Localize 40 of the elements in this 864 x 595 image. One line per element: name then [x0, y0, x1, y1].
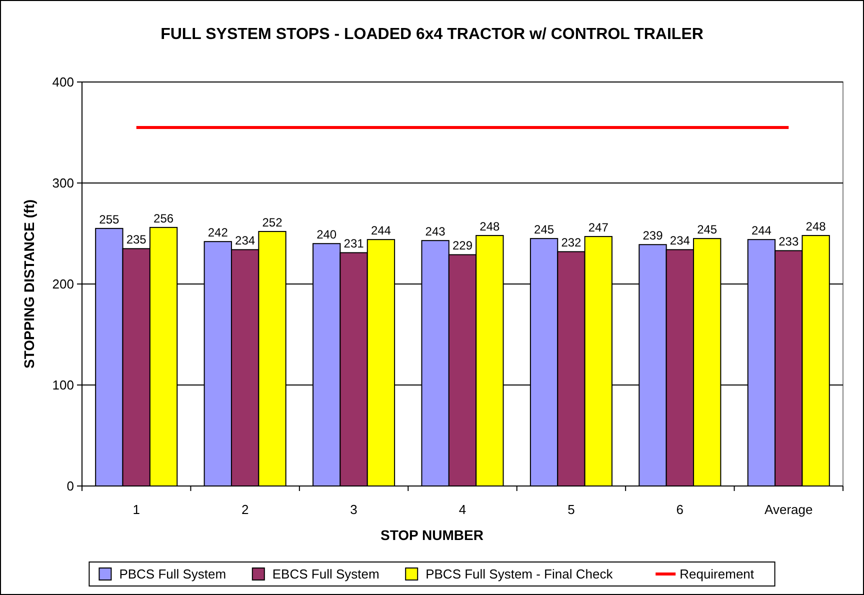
x-tick-label: 2: [241, 502, 249, 517]
data-label: 231: [344, 236, 364, 251]
y-tick-label: 300: [52, 176, 74, 191]
data-label: 248: [480, 220, 500, 234]
data-label: 245: [697, 222, 718, 237]
data-label: 234: [670, 234, 690, 248]
y-axis-title: STOPPING DISTANCE (ft): [21, 199, 37, 369]
data-label: 243: [425, 224, 446, 239]
legend-label: PBCS Full System: [119, 566, 226, 582]
data-label: 252: [262, 215, 283, 230]
x-tick-label: 3: [350, 502, 358, 517]
x-tick-label: Average: [764, 502, 813, 517]
data-label: 235: [126, 232, 147, 247]
x-tick-label: 5: [568, 502, 575, 517]
x-tick-label: 6: [676, 502, 684, 517]
legend-label: EBCS Full System: [272, 566, 380, 582]
x-tick-label: 4: [458, 502, 466, 517]
data-label: 244: [751, 224, 772, 238]
y-tick-label: 200: [52, 276, 74, 292]
data-label: 256: [154, 211, 174, 226]
legend-label: PBCS Full System - Final Check: [426, 566, 614, 582]
data-label: 233: [778, 234, 799, 249]
data-label: 239: [642, 228, 664, 243]
data-label: 248: [806, 220, 826, 234]
data-label: 255: [99, 212, 120, 226]
data-label: 244: [370, 224, 392, 238]
data-label: 242: [208, 226, 228, 240]
chart-title: FULL SYSTEM STOPS - LOADED 6x4 TRACTOR w/ CONTROL TRAILER: [160, 26, 704, 43]
data-label: 245: [534, 222, 554, 237]
x-axis-title: STOP NUMBER: [380, 527, 484, 543]
data-label: 247: [588, 220, 609, 235]
data-label: 229: [452, 238, 473, 253]
legend-label: Requirement: [680, 566, 754, 582]
data-label: 232: [561, 236, 582, 250]
y-tick-label: 100: [52, 378, 74, 393]
data-label: 240: [316, 228, 337, 242]
y-tick-label: 400: [52, 74, 74, 90]
x-tick-label: 1: [132, 502, 140, 517]
y-tick-label: 0: [66, 478, 74, 494]
data-label: 234: [235, 234, 256, 248]
